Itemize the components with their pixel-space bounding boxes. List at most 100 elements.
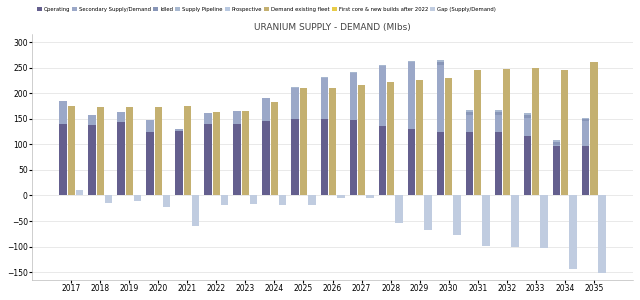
Bar xyxy=(134,196,141,201)
Bar xyxy=(175,130,183,196)
Bar xyxy=(204,124,212,196)
Bar xyxy=(582,118,589,119)
Bar xyxy=(436,62,444,65)
Bar xyxy=(424,196,431,230)
Title: URANIUM SUPPLY - DEMAND (Mlbs): URANIUM SUPPLY - DEMAND (Mlbs) xyxy=(254,23,411,32)
Bar xyxy=(88,115,96,125)
Bar xyxy=(321,119,328,196)
Bar xyxy=(540,196,548,248)
Bar xyxy=(445,115,452,196)
Bar xyxy=(408,129,415,196)
Bar xyxy=(279,196,287,205)
Bar xyxy=(466,110,473,112)
Bar xyxy=(495,110,502,112)
Bar xyxy=(366,196,374,198)
Bar xyxy=(590,62,598,123)
Bar xyxy=(436,131,444,196)
Bar xyxy=(387,82,394,112)
Bar xyxy=(553,142,560,145)
Bar xyxy=(582,119,589,121)
Bar xyxy=(349,120,357,196)
Bar xyxy=(300,88,307,112)
Bar xyxy=(466,112,473,115)
Bar xyxy=(204,112,212,124)
Bar xyxy=(349,73,357,120)
Bar xyxy=(524,112,531,115)
Bar xyxy=(524,136,531,196)
Bar xyxy=(553,140,560,142)
Bar xyxy=(379,65,386,66)
Bar xyxy=(582,146,589,196)
Bar xyxy=(553,146,560,196)
Bar xyxy=(117,112,125,122)
Bar xyxy=(147,120,154,131)
Bar xyxy=(68,106,75,196)
Bar xyxy=(408,62,415,129)
Bar xyxy=(524,115,531,118)
Bar xyxy=(234,111,241,124)
Bar xyxy=(321,77,328,78)
Bar xyxy=(337,196,344,198)
Bar xyxy=(262,121,270,196)
Bar xyxy=(569,196,577,268)
Bar xyxy=(291,88,299,119)
Bar xyxy=(147,131,154,196)
Legend: Operating, Secondary Supply/Demand, Idled, Supply Pipeline, Prospective, Demand : Operating, Secondary Supply/Demand, Idle… xyxy=(35,5,498,14)
Bar xyxy=(387,112,394,196)
Bar xyxy=(416,112,424,196)
Bar xyxy=(358,112,365,196)
Bar xyxy=(250,196,257,204)
Bar xyxy=(262,98,270,121)
Bar xyxy=(271,102,278,196)
Bar xyxy=(590,123,598,196)
Bar xyxy=(553,145,560,146)
Bar xyxy=(379,66,386,126)
Bar xyxy=(495,115,502,131)
Bar xyxy=(495,131,502,196)
Bar xyxy=(561,120,568,196)
Bar xyxy=(117,122,125,196)
Bar xyxy=(60,124,67,196)
Bar xyxy=(466,115,473,131)
Bar xyxy=(308,196,316,205)
Bar xyxy=(436,60,444,62)
Bar xyxy=(524,118,531,136)
Bar xyxy=(88,125,96,196)
Bar xyxy=(582,121,589,146)
Bar xyxy=(445,78,452,115)
Bar xyxy=(163,196,170,207)
Bar xyxy=(561,70,568,120)
Bar xyxy=(503,115,511,196)
Bar xyxy=(291,87,299,88)
Bar xyxy=(503,69,511,115)
Bar xyxy=(395,196,403,223)
Bar xyxy=(184,106,191,196)
Bar xyxy=(416,80,424,112)
Bar xyxy=(97,107,104,196)
Bar xyxy=(291,119,299,196)
Bar xyxy=(598,196,605,273)
Bar xyxy=(532,115,540,196)
Bar xyxy=(125,107,133,196)
Bar xyxy=(474,115,481,196)
Bar xyxy=(466,131,473,196)
Bar xyxy=(358,85,365,112)
Bar xyxy=(379,126,386,196)
Bar xyxy=(321,78,328,119)
Bar xyxy=(329,88,336,112)
Bar xyxy=(495,112,502,115)
Bar xyxy=(60,101,67,124)
Bar xyxy=(474,70,481,115)
Bar xyxy=(221,196,228,205)
Bar xyxy=(511,196,518,247)
Bar xyxy=(234,124,241,196)
Bar xyxy=(155,107,162,196)
Bar xyxy=(76,190,83,196)
Bar xyxy=(300,112,307,196)
Bar xyxy=(349,72,357,73)
Bar xyxy=(482,196,490,246)
Bar xyxy=(436,65,444,131)
Bar xyxy=(192,196,200,226)
Bar xyxy=(329,112,336,196)
Bar xyxy=(532,68,540,115)
